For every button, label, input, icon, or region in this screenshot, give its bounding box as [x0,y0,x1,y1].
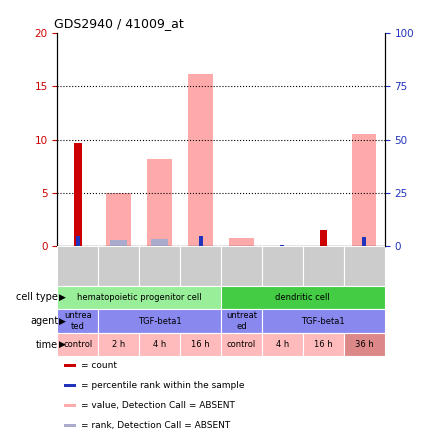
Text: ▶: ▶ [59,293,65,302]
Text: 2 h: 2 h [112,340,125,349]
Bar [57,285,221,309]
Bar [344,333,385,357]
Bar [64,384,76,387]
Text: = count: = count [81,361,116,370]
Bar [64,424,76,427]
Text: control: control [227,340,256,349]
Bar [221,309,262,333]
Text: time: time [36,340,58,349]
Bar [262,333,303,357]
Text: ▶: ▶ [59,340,65,349]
Bar [221,246,262,285]
Text: = percentile rank within the sample: = percentile rank within the sample [81,381,244,390]
Bar [320,230,327,246]
Bar [98,309,221,333]
Bar [110,240,128,246]
Bar [303,246,344,285]
Bar [74,143,82,246]
Text: control: control [63,340,93,349]
Text: untrea
ted: untrea ted [64,311,92,331]
Text: 36 h: 36 h [355,340,374,349]
Bar [64,404,76,407]
Bar [344,246,385,285]
Bar [262,309,385,333]
Text: cell type: cell type [16,293,58,302]
Bar [352,134,377,246]
Text: dendritic cell: dendritic cell [275,293,330,302]
Text: = rank, Detection Call = ABSENT: = rank, Detection Call = ABSENT [81,421,230,430]
Text: 4 h: 4 h [276,340,289,349]
Bar [198,236,203,246]
Bar [151,239,168,246]
Text: 16 h: 16 h [191,340,210,349]
Text: untreat
ed: untreat ed [226,311,257,331]
Bar [221,285,385,309]
Text: ▶: ▶ [59,317,65,325]
Text: agent: agent [30,316,58,326]
Bar [64,364,76,367]
Bar [57,246,98,285]
Bar [139,246,180,285]
Bar [57,309,98,333]
Bar [262,246,303,285]
Bar [57,333,98,357]
Bar [280,245,284,246]
Bar [98,333,139,357]
Bar [76,236,80,246]
Text: 16 h: 16 h [314,340,333,349]
Bar [180,246,221,285]
Text: TGF-beta1: TGF-beta1 [138,317,181,325]
Text: TGF-beta1: TGF-beta1 [301,317,345,325]
Text: hematopoietic progenitor cell: hematopoietic progenitor cell [77,293,201,302]
Bar [303,333,344,357]
Text: 4 h: 4 h [153,340,166,349]
Bar [221,333,262,357]
Bar [106,193,131,246]
Text: GDS2940 / 41009_at: GDS2940 / 41009_at [54,17,184,30]
Bar [188,74,213,246]
Bar [98,246,139,285]
Bar [139,333,180,357]
Bar [229,238,254,246]
Bar [147,159,172,246]
Bar [362,237,366,246]
Bar [180,333,221,357]
Text: = value, Detection Call = ABSENT: = value, Detection Call = ABSENT [81,401,235,410]
